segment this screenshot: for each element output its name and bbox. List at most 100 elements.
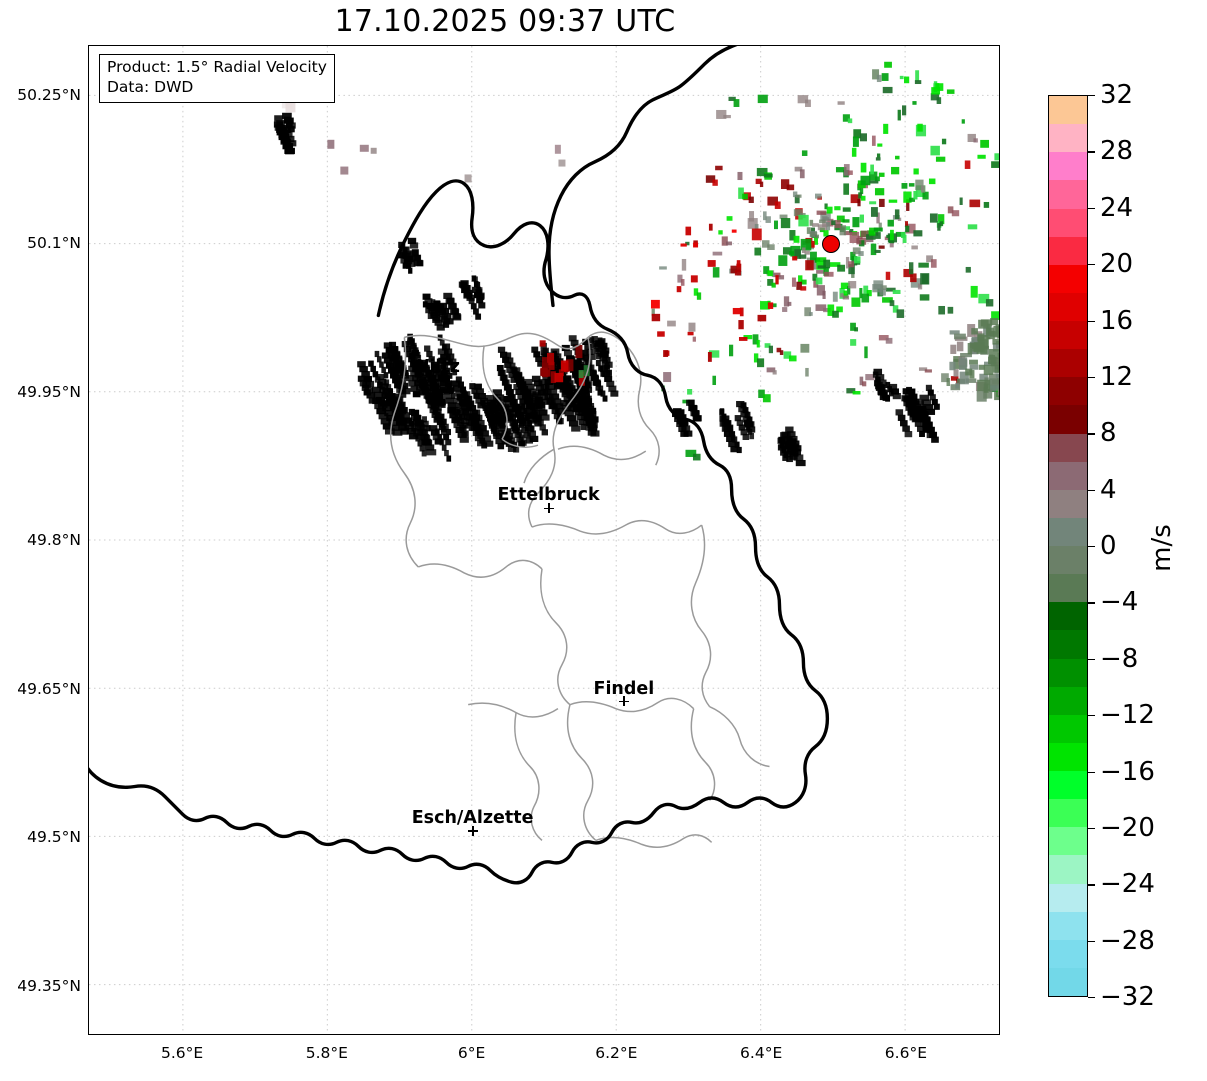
echo-cell	[576, 414, 582, 421]
colorbar-segment	[1049, 967, 1087, 996]
echo-cell	[875, 232, 881, 239]
echo-cell	[400, 428, 409, 435]
colorbar-segment	[1049, 686, 1087, 715]
echo-cell	[842, 114, 850, 122]
echo-cell	[823, 259, 831, 269]
echo-cell	[937, 223, 941, 231]
echo-cell	[575, 393, 585, 401]
echo-cell	[859, 187, 864, 195]
echo-cell	[854, 256, 861, 264]
echo-cell	[471, 286, 479, 293]
echo-cell	[284, 147, 295, 154]
echo-cell	[561, 391, 571, 398]
echo-cell	[377, 401, 388, 409]
echo-cell	[428, 397, 434, 404]
echo-cell	[447, 402, 456, 409]
echo-cell	[452, 369, 458, 376]
echo-cell	[498, 369, 506, 376]
echo-cell	[832, 291, 838, 302]
echo-cell	[782, 307, 788, 312]
colorbar-tick	[1088, 940, 1095, 942]
echo-cell	[461, 430, 469, 437]
echo-cell	[532, 415, 540, 423]
echo-cell	[455, 402, 460, 409]
echo-cell	[533, 351, 541, 358]
echo-cell	[891, 166, 900, 175]
echo-cell	[708, 223, 713, 231]
echo-cell	[842, 295, 850, 300]
echo-cell	[580, 349, 589, 356]
echo-cell	[406, 375, 414, 382]
echo-cell	[574, 409, 580, 416]
echo-cell	[815, 234, 819, 239]
echo-cell	[510, 366, 517, 373]
echo-cell	[551, 407, 558, 415]
colorbar-segment	[1049, 236, 1087, 265]
echo-cell	[728, 344, 734, 357]
echo-cell	[960, 352, 972, 358]
echo-cell	[583, 365, 590, 377]
echo-cell	[804, 250, 810, 255]
echo-cell	[663, 372, 672, 383]
echo-cell	[971, 328, 978, 335]
echo-cell	[426, 449, 437, 456]
echo-cell	[361, 384, 369, 391]
echo-cell	[842, 219, 850, 223]
echo-cell	[581, 409, 591, 416]
national-border	[89, 179, 830, 885]
echo-cell	[459, 386, 467, 393]
echo-cell	[742, 433, 750, 441]
echo-cell	[493, 427, 500, 435]
colorbar-segment	[1049, 152, 1087, 181]
echo-cell	[816, 210, 827, 215]
echo-cell	[455, 390, 465, 397]
echo-cell	[508, 371, 516, 378]
radar-site-marker[interactable]	[821, 235, 840, 253]
echo-cell	[922, 191, 929, 200]
echo-cell	[586, 386, 593, 393]
echo-cell	[529, 435, 539, 442]
echo-cell	[413, 354, 422, 362]
colorbar-tick	[1088, 95, 1095, 97]
echo-cell	[409, 420, 414, 427]
echo-cell	[849, 231, 860, 244]
echo-cell	[990, 318, 999, 326]
echo-cell	[575, 344, 583, 359]
echo-cell	[788, 355, 797, 362]
echo-cell	[822, 290, 826, 299]
echo-cell	[843, 164, 850, 176]
echo-cell	[546, 383, 556, 390]
echo-cell	[505, 352, 512, 359]
echo-cell	[548, 388, 558, 395]
echo-cell	[994, 153, 999, 161]
echo-cell	[810, 251, 817, 263]
echo-cell	[774, 201, 781, 209]
echo-cell	[532, 391, 541, 398]
echo-cell	[475, 397, 482, 404]
echo-cell	[558, 365, 564, 372]
echo-cell	[425, 371, 433, 378]
echo-cell	[799, 254, 807, 259]
echo-cell	[910, 278, 921, 288]
echo-cell	[911, 416, 922, 423]
echo-cell	[708, 350, 720, 358]
echo-cell	[959, 371, 969, 385]
echo-cell	[809, 219, 814, 226]
echo-cell	[687, 331, 694, 336]
echo-cell	[800, 286, 807, 291]
echo-cell	[860, 195, 866, 201]
echo-cell	[400, 388, 411, 395]
echo-cell	[989, 348, 999, 359]
radar-map-panel[interactable]: Product: 1.5° Radial Velocity Data: DWD …	[88, 45, 1000, 1035]
echo-cell	[904, 431, 913, 438]
echo-cell	[589, 369, 595, 377]
echo-cell	[993, 325, 999, 338]
echo-cell	[506, 389, 514, 396]
echo-cell	[600, 365, 609, 373]
colorbar-tick-label: −20	[1100, 812, 1155, 843]
echo-cell	[438, 357, 447, 364]
echo-cell	[284, 117, 294, 124]
echo-cell	[759, 181, 764, 188]
colorbar-segment	[1049, 321, 1087, 350]
echo-cell	[423, 366, 431, 373]
